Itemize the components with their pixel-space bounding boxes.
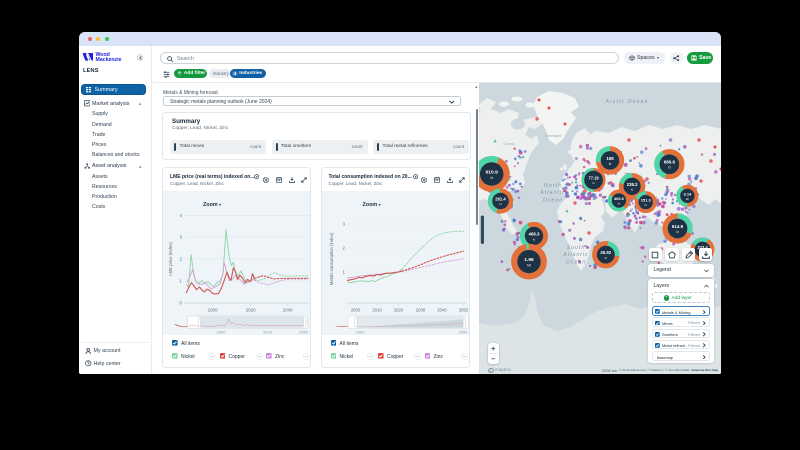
svg-text:Mt: Mt — [686, 196, 689, 200]
svg-text:kt: kt — [592, 181, 595, 185]
svg-text:3: 3 — [342, 222, 345, 227]
svg-text:kt: kt — [533, 237, 536, 241]
svg-text:2020: 2020 — [393, 308, 403, 313]
svg-text:Metals consumption (index): Metals consumption (index) — [329, 232, 334, 285]
svg-text:0: 0 — [180, 301, 183, 306]
svg-text:2020: 2020 — [246, 308, 256, 313]
svg-text:kt: kt — [618, 201, 620, 205]
svg-text:238.2: 238.2 — [627, 181, 638, 186]
svg-text:2000: 2000 — [355, 330, 365, 335]
svg-text:2050: 2050 — [458, 330, 468, 335]
svg-text:261.4: 261.4 — [495, 196, 506, 201]
svg-text:kt: kt — [676, 230, 679, 234]
svg-text:Greenland: Greenland — [545, 134, 562, 138]
svg-text:2040: 2040 — [283, 308, 293, 313]
svg-text:Canada: Canada — [503, 142, 514, 146]
svg-text:198: 198 — [606, 155, 614, 160]
svg-text:South: South — [567, 245, 586, 251]
svg-text:400.6: 400.6 — [614, 196, 625, 201]
svg-text:680.6: 680.6 — [664, 159, 676, 164]
svg-text:1: 1 — [342, 270, 345, 275]
svg-text:Atlantic: Atlantic — [539, 190, 565, 196]
svg-text:2000: 2000 — [208, 308, 218, 313]
svg-text:151.3: 151.3 — [641, 197, 652, 202]
svg-text:kt: kt — [605, 256, 608, 260]
svg-text:Mt: Mt — [527, 263, 531, 267]
svg-text:1: 1 — [180, 279, 183, 284]
svg-text:223.4: 223.4 — [697, 245, 708, 250]
svg-text:614.9: 614.9 — [672, 224, 684, 229]
svg-text:2040: 2040 — [437, 308, 447, 313]
svg-text:4: 4 — [180, 213, 183, 218]
svg-text:26.92: 26.92 — [600, 250, 611, 255]
svg-text:Ocean: Ocean — [543, 197, 563, 203]
svg-text:Ocean: Ocean — [566, 259, 586, 265]
svg-text:610.9: 610.9 — [486, 169, 499, 175]
svg-text:77.19: 77.19 — [588, 175, 599, 180]
svg-text:2030: 2030 — [415, 308, 425, 313]
svg-text:kt: kt — [668, 165, 671, 169]
svg-text:466.3: 466.3 — [529, 231, 541, 236]
svg-text:2000: 2000 — [350, 308, 360, 313]
svg-text:2000: 2000 — [217, 330, 227, 335]
svg-text:kt: kt — [631, 187, 634, 191]
svg-text:kt: kt — [499, 202, 502, 206]
svg-text:2: 2 — [342, 246, 345, 251]
svg-text:North: North — [544, 183, 562, 189]
svg-text:2: 2 — [180, 257, 183, 262]
svg-text:2050: 2050 — [458, 308, 468, 313]
svg-text:Atlantic: Atlantic — [562, 252, 588, 258]
svg-text:3: 3 — [180, 235, 183, 240]
svg-text:Arctic Ocean: Arctic Ocean — [605, 99, 649, 105]
svg-text:2010: 2010 — [372, 308, 382, 313]
svg-text:3.14: 3.14 — [684, 191, 693, 196]
svg-text:kt: kt — [490, 175, 493, 179]
svg-text:1.96: 1.96 — [524, 257, 534, 263]
svg-text:2025: 2025 — [263, 330, 273, 335]
svg-text:LME price (index): LME price (index) — [168, 242, 173, 276]
svg-text:2050: 2050 — [299, 330, 309, 335]
svg-text:kt: kt — [645, 203, 647, 207]
svg-text:kt: kt — [609, 161, 612, 165]
